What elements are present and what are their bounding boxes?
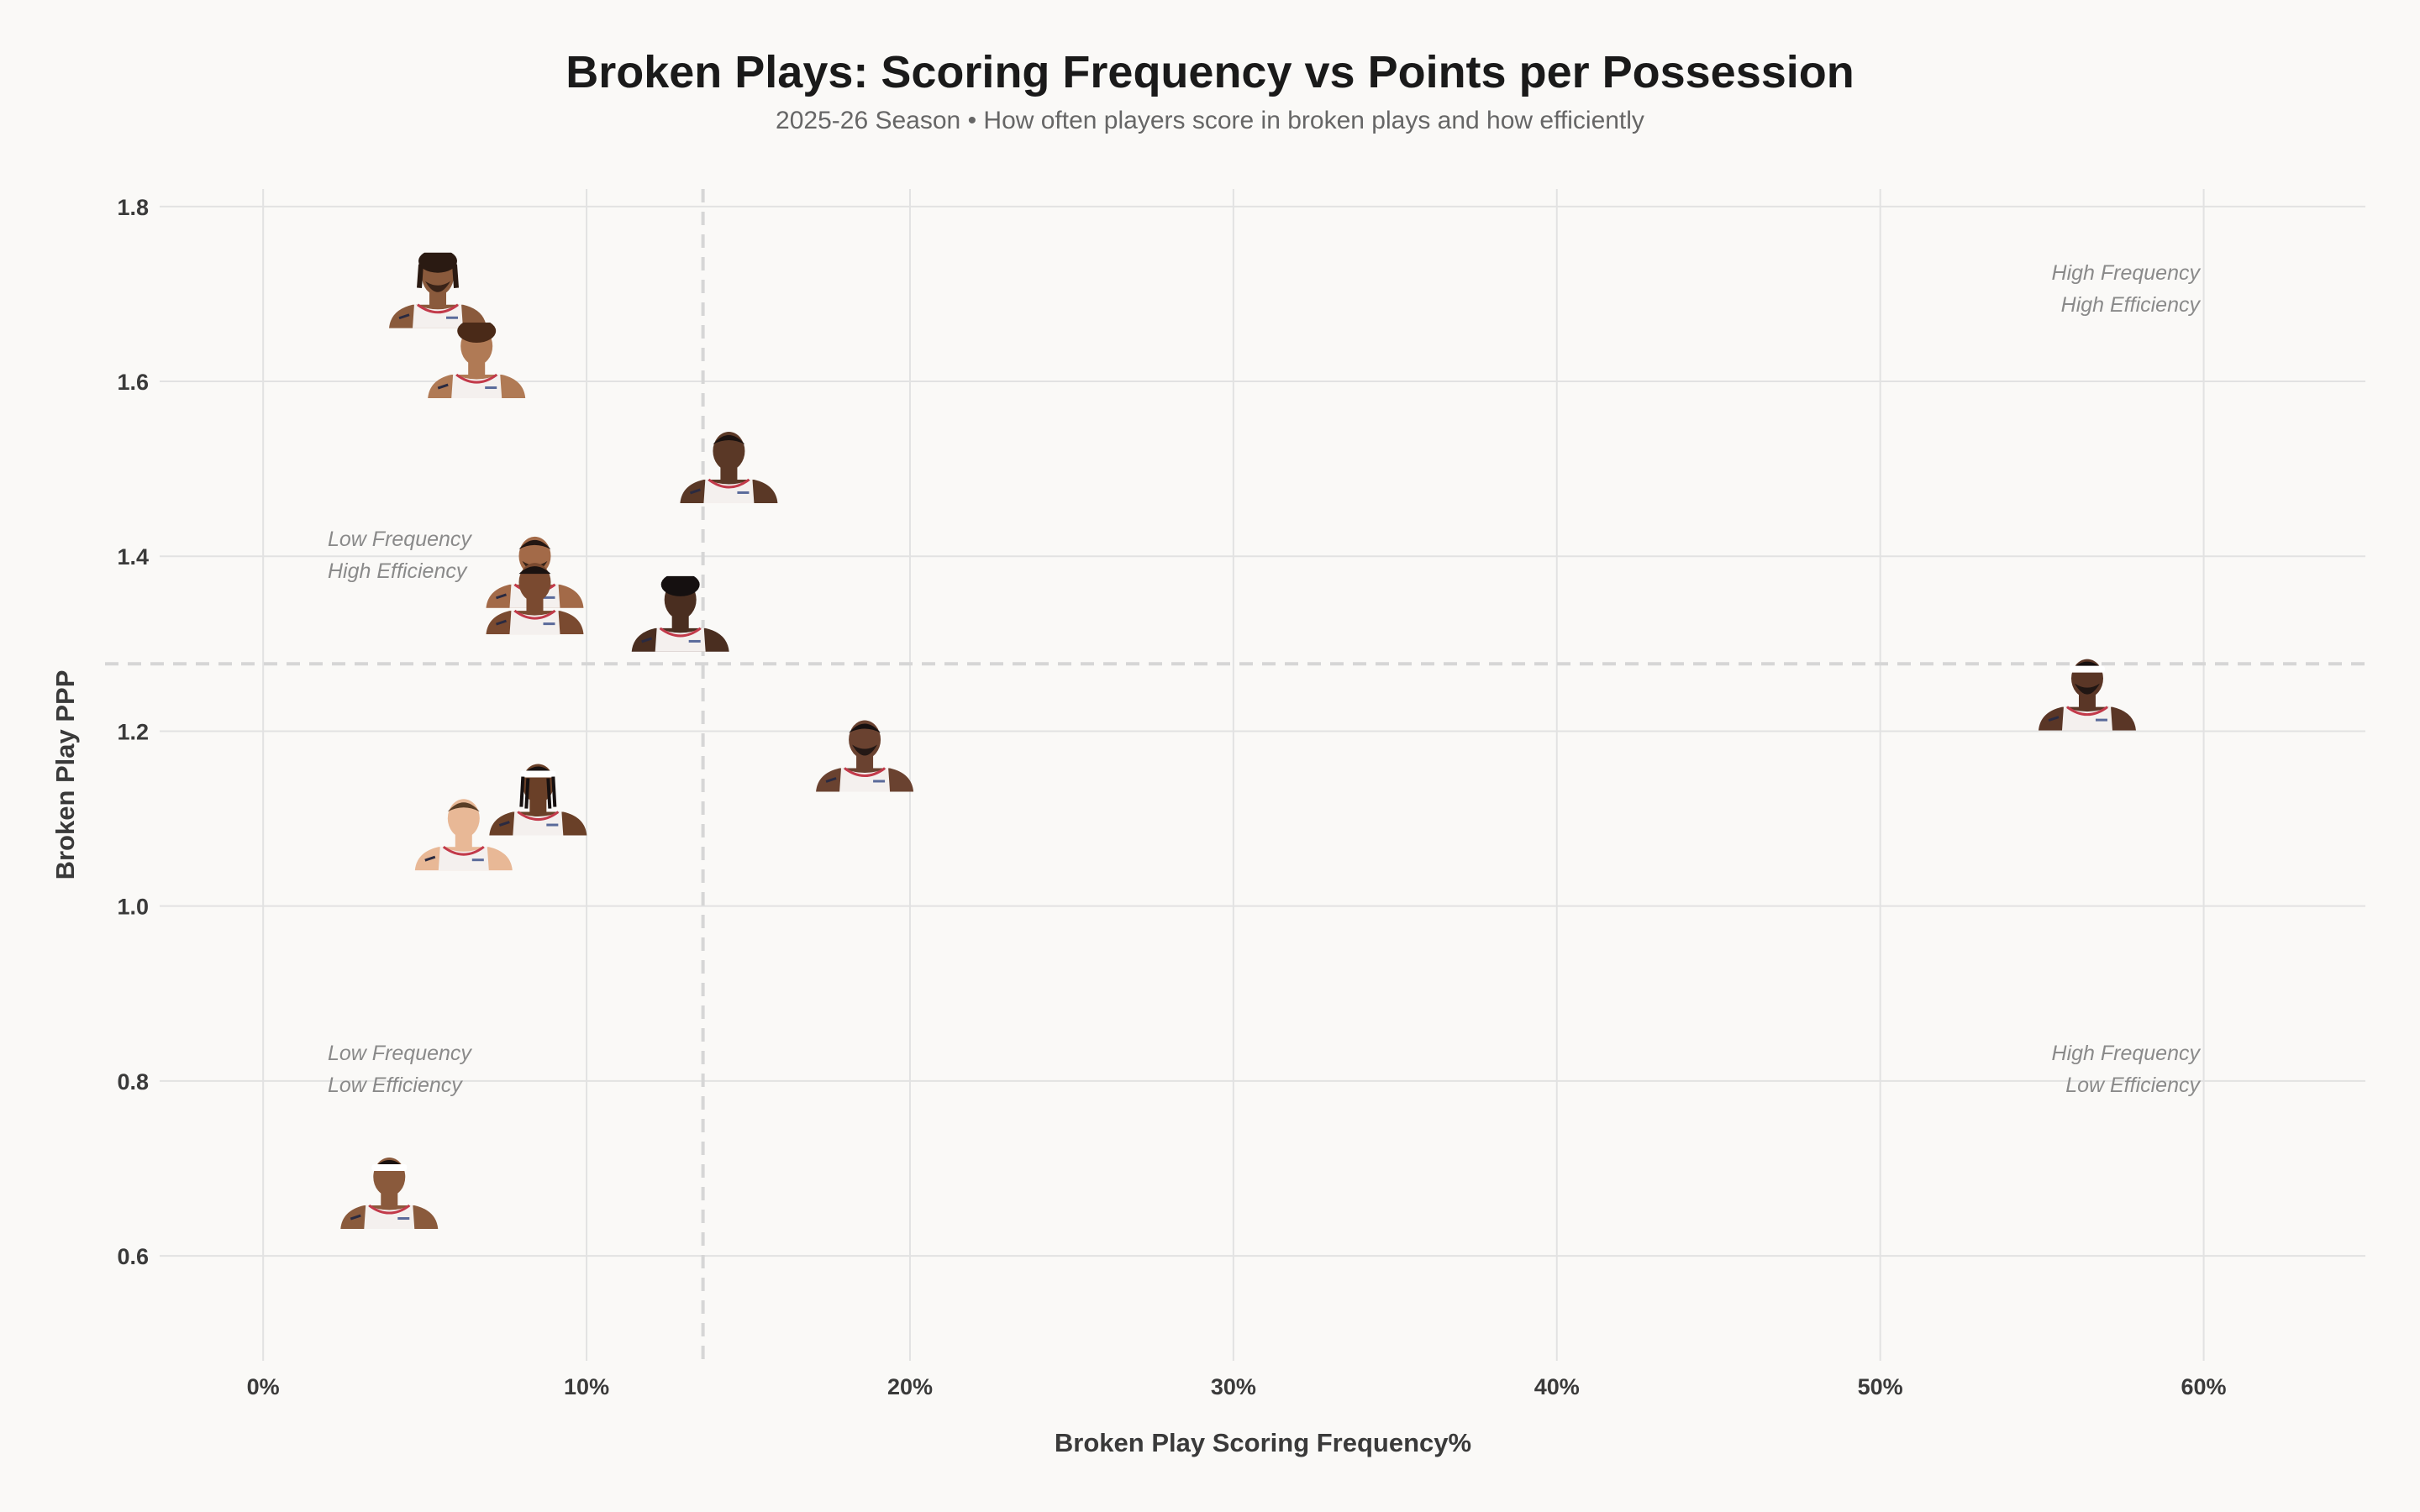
quadrant-labels: Low Frequency High Efficiency High Frequen…: [328, 261, 2201, 1097]
y-tick-label: 0.6: [117, 1244, 149, 1269]
x-tick-label: 50%: [1858, 1374, 1903, 1399]
y-tick-label: 1.4: [117, 544, 149, 570]
quadrant-label-top-right: High Frequency: [2052, 261, 2202, 285]
quadrant-label-top-left: High Efficiency: [328, 559, 468, 583]
y-tick-label: 1.2: [117, 719, 149, 744]
gridlines: [160, 189, 2365, 1361]
quadrant-label-bottom-left: Low Efficiency: [328, 1074, 463, 1097]
x-tick-label: 20%: [887, 1374, 933, 1399]
player-headshot-marker[interactable]: [489, 764, 587, 836]
y-tick-label: 0.8: [117, 1069, 149, 1095]
chart-title: Broken Plays: Scoring Frequency vs Point…: [566, 47, 1854, 97]
quadrant-label-bottom-right: High Frequency: [2052, 1042, 2202, 1065]
x-tick-label: 40%: [1534, 1374, 1580, 1399]
player-headshot-marker[interactable]: [340, 1158, 439, 1230]
x-tick-label: 30%: [1211, 1374, 1256, 1399]
x-tick-label: 60%: [2181, 1374, 2227, 1399]
player-headshot-marker[interactable]: [486, 563, 584, 635]
player-headshot-marker[interactable]: [816, 720, 914, 792]
player-headshot-marker[interactable]: [2038, 659, 2136, 731]
y-tick-label: 1.6: [117, 370, 149, 395]
x-tick-label: 10%: [564, 1374, 609, 1399]
player-headshot-marker[interactable]: [389, 249, 487, 328]
y-tick-label: 1.0: [117, 895, 149, 920]
player-headshot-marker[interactable]: [414, 799, 513, 871]
x-axis-label: Broken Play Scoring Frequency%: [1055, 1428, 1471, 1457]
player-headshot-marker[interactable]: [680, 431, 778, 503]
quadrant-label-top-left: Low Frequency: [328, 528, 472, 551]
player-headshot-marker[interactable]: [428, 319, 526, 399]
quadrant-label-top-right: High Efficiency: [2061, 293, 2202, 317]
y-tick-label: 1.8: [117, 195, 149, 220]
quadrant-label-bottom-right: Low Efficiency: [2065, 1074, 2201, 1097]
player-headshot-marker[interactable]: [631, 573, 729, 652]
quadrant-label-bottom-left: Low Frequency: [328, 1042, 472, 1065]
average-reference-lines: [105, 189, 2365, 1361]
axis-ticks: 0% 10% 20% 30% 40% 50% 60% 0.6 0.8 1.0 1.2 1.4 1.6 1.…: [117, 195, 2226, 1399]
player-markers: [340, 249, 2136, 1230]
x-tick-label: 0%: [247, 1374, 280, 1399]
chart-subtitle: 2025-26 Season • How often players score…: [776, 107, 1644, 134]
y-axis-label: Broken Play PPP: [50, 670, 80, 880]
